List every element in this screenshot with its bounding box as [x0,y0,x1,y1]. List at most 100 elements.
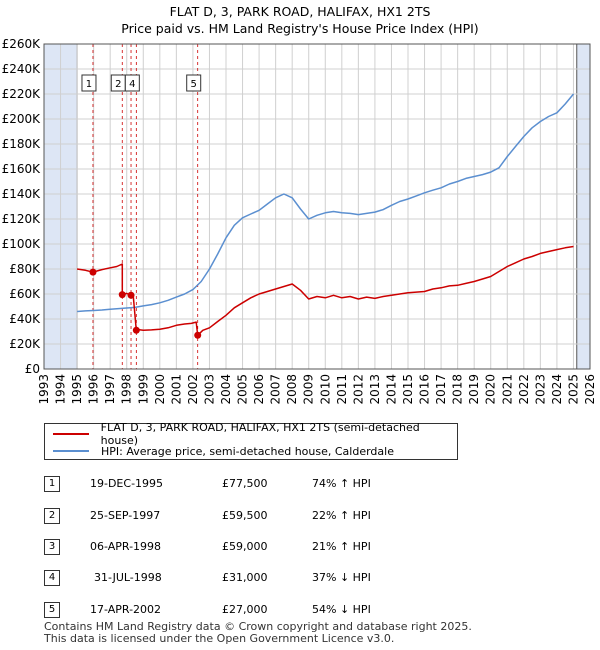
footer-licence: This data is licensed under the Open Gov… [44,632,395,645]
legend-item-hpi: HPI: Average price, semi-detached house,… [53,443,394,459]
sale-4-point [132,326,140,334]
legend-label-property: FLAT D, 3, PARK ROAD, HALIFAX, HX1 2TS (… [100,421,420,447]
x-tick-label: 2004 [219,374,233,405]
x-tick-label: 2023 [533,374,547,405]
x-tick-label: 1999 [136,374,150,405]
sale-price: £59,500 [222,509,268,522]
x-tick-label: 2025 [566,374,580,405]
sale-4-label: 4 [129,79,135,90]
x-tick-label: 2022 [517,374,531,405]
sale-date: 19-DEC-1995 [90,477,164,490]
x-tick-label: 1998 [120,374,134,405]
x-tick-label: 2012 [351,374,365,405]
y-tick-label: £0 [25,362,40,376]
sale-date: 25-SEP-1997 [90,509,161,522]
y-tick-label: £220K [2,87,42,101]
legend-swatch-property [53,433,89,435]
sale-number: 3 [44,539,60,555]
sale-5-point [194,331,202,339]
x-tick-label: 2021 [500,374,514,405]
x-tick-label: 2008 [285,374,299,405]
sale-number: 5 [44,602,60,618]
y-tick-label: £180K [2,137,42,151]
sale-2-point [118,291,126,299]
sale-number: 2 [44,508,60,524]
sale-5-label-box [186,74,202,92]
x-tick-label: 1995 [70,374,84,405]
sale-hpi: 54% ↓ HPI [312,603,371,616]
x-tick-label: 2000 [153,374,167,405]
table-row: 1 19-DEC-1995 £77,500 74% ↑ HPI [0,476,600,492]
sale-hpi: 74% ↑ HPI [312,477,371,490]
x-tick-label: 2001 [169,374,183,405]
legend-item-property: FLAT D, 3, PARK ROAD, HALIFAX, HX1 2TS (… [53,421,457,447]
y-tick-label: £200K [2,112,42,126]
sale-4-label-box [124,74,140,92]
x-tick-label: 2014 [384,374,398,405]
sale-date: 06-APR-1998 [90,540,162,553]
sale-price: £31,000 [222,571,268,584]
y-tick-label: £160K [2,162,42,176]
x-tick-label: 2003 [202,374,216,405]
x-tick-label: 1993 [37,374,51,405]
sale-price: £27,000 [222,603,268,616]
sale-3-point [127,291,135,299]
x-tick-label: 2019 [467,374,481,405]
x-tick-label: 1997 [103,374,117,405]
y-tick-label: £40K [9,312,41,326]
legend: FLAT D, 3, PARK ROAD, HALIFAX, HX1 2TS (… [44,421,458,460]
sale-5-label: 5 [191,79,197,90]
sale-date: 17-APR-2002 [90,603,162,616]
out-of-range-shade-right [576,44,590,369]
legend-label-hpi: HPI: Average price, semi-detached house,… [101,444,394,458]
sale-hpi: 21% ↑ HPI [312,540,371,553]
y-tick-label: £260K [2,37,42,51]
x-tick-label: 2020 [484,374,498,405]
x-tick-label: 2016 [418,374,432,405]
legend-swatch-hpi [53,450,89,452]
chart-title: FLAT D, 3, PARK ROAD, HALIFAX, HX1 2TS [169,4,431,19]
x-tick-label: 2026 [583,374,597,405]
x-tick-label: 2006 [252,374,266,405]
table-row: 4 31-JUL-1998 £31,000 37% ↓ HPI [0,570,600,586]
x-tick-label: 1994 [54,374,68,405]
sale-hpi: 22% ↑ HPI [312,509,371,522]
sale-date: 31-JUL-1998 [94,571,162,584]
y-tick-label: £20K [9,337,41,351]
footer-copyright: Contains HM Land Registry data © Crown c… [44,620,472,633]
y-tick-label: £100K [2,237,42,251]
x-tick-label: 2009 [302,374,316,405]
x-tick-label: 2002 [186,374,200,405]
y-tick-label: £120K [2,212,42,226]
sale-hpi: 37% ↓ HPI [312,571,371,584]
x-tick-label: 2018 [451,374,465,405]
x-tick-label: 2013 [368,374,382,405]
x-tick-label: 2011 [335,374,349,405]
y-tick-label: £240K [2,62,42,76]
sale-1-label: 1 [86,79,92,90]
x-tick-label: 2015 [401,374,415,405]
chart-subtitle: Price paid vs. HM Land Registry's House … [121,21,479,36]
x-tick-label: 2007 [269,374,283,405]
sale-price: £77,500 [222,477,268,490]
sale-2-label: 2 [115,79,121,90]
y-tick-label: £140K [2,187,42,201]
sale-1-point [89,268,97,276]
table-row: 2 25-SEP-1997 £59,500 22% ↑ HPI [0,508,600,524]
x-tick-label: 2017 [434,374,448,405]
x-tick-label: 2010 [318,374,332,405]
x-tick-label: 1996 [87,374,101,405]
sale-price: £59,000 [222,540,268,553]
x-tick-label: 2005 [236,374,250,405]
x-tick-label: 2024 [550,374,564,405]
table-row: 3 06-APR-1998 £59,000 21% ↑ HPI [0,539,600,555]
table-row: 5 17-APR-2002 £27,000 54% ↓ HPI [0,602,600,618]
y-tick-label: £60K [9,287,41,301]
hpi-line [77,93,575,313]
sale-1-label-box [81,74,97,92]
plot-frame [43,43,591,370]
y-tick-label: £80K [9,262,41,276]
sale-number: 4 [44,570,60,586]
sale-number: 1 [44,476,60,492]
